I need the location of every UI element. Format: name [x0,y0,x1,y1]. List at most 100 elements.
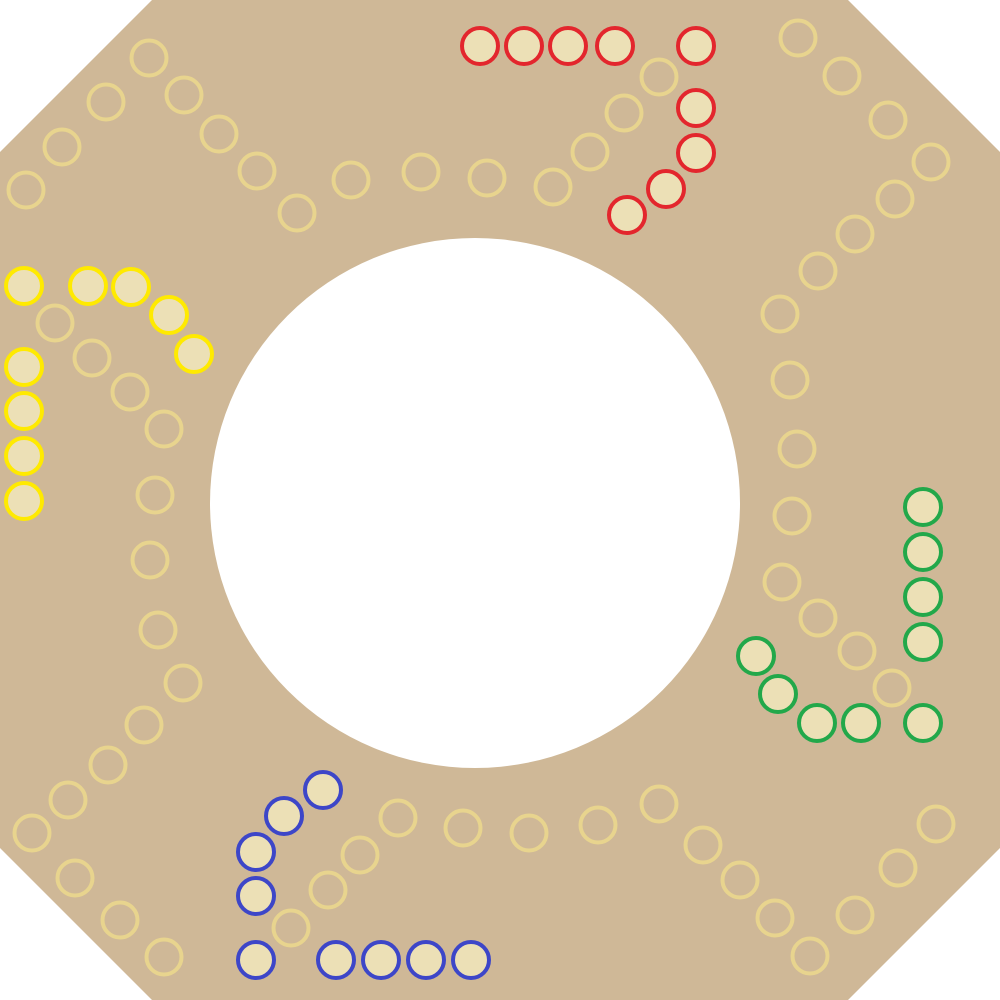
blue-home-hole[interactable] [361,940,401,980]
red-home-hole[interactable] [504,26,544,66]
track-hole[interactable] [86,82,126,122]
yellow-home-hole[interactable] [4,347,44,387]
track-hole[interactable] [42,127,82,167]
track-hole[interactable] [911,142,951,182]
red-home-hole[interactable] [595,26,635,66]
track-hole[interactable] [138,610,178,650]
blue-home-hole[interactable] [264,796,304,836]
track-hole[interactable] [164,75,204,115]
track-hole[interactable] [778,18,818,58]
green-home-hole[interactable] [903,622,943,662]
red-home-hole[interactable] [676,133,716,173]
track-hole[interactable] [129,38,169,78]
track-hole[interactable] [340,835,380,875]
yellow-home-hole[interactable] [4,481,44,521]
green-home-hole[interactable] [903,532,943,572]
track-hole[interactable] [755,898,795,938]
blue-home-hole[interactable] [303,770,343,810]
green-home-hole[interactable] [903,703,943,743]
track-hole[interactable] [868,100,908,140]
blue-home-hole[interactable] [236,832,276,872]
track-hole[interactable] [277,193,317,233]
track-hole[interactable] [639,57,679,97]
track-hole[interactable] [762,562,802,602]
yellow-home-hole[interactable] [68,266,108,306]
track-hole[interactable] [443,808,483,848]
track-hole[interactable] [772,496,812,536]
track-hole[interactable] [872,668,912,708]
blue-home-hole[interactable] [236,940,276,980]
track-hole[interactable] [72,338,112,378]
track-hole[interactable] [144,409,184,449]
yellow-home-hole[interactable] [174,334,214,374]
blue-home-hole[interactable] [316,940,356,980]
yellow-home-hole[interactable] [149,295,189,335]
track-hole[interactable] [683,825,723,865]
track-hole[interactable] [770,360,810,400]
green-home-hole[interactable] [758,674,798,714]
track-hole[interactable] [835,214,875,254]
track-hole[interactable] [720,860,760,900]
yellow-home-hole[interactable] [4,391,44,431]
track-hole[interactable] [124,705,164,745]
green-home-hole[interactable] [841,703,881,743]
track-hole[interactable] [875,179,915,219]
track-hole[interactable] [271,908,311,948]
track-hole[interactable] [798,598,838,638]
track-hole[interactable] [509,813,549,853]
track-hole[interactable] [578,805,618,845]
center-cutout [210,238,740,768]
track-hole[interactable] [199,114,239,154]
track-hole[interactable] [130,540,170,580]
track-hole[interactable] [835,895,875,935]
track-hole[interactable] [378,798,418,838]
red-home-hole[interactable] [548,26,588,66]
blue-home-hole[interactable] [236,876,276,916]
track-hole[interactable] [822,56,862,96]
track-hole[interactable] [308,870,348,910]
track-hole[interactable] [878,848,918,888]
track-hole[interactable] [237,151,277,191]
blue-home-hole[interactable] [406,940,446,980]
green-home-hole[interactable] [903,487,943,527]
track-hole[interactable] [6,170,46,210]
red-home-hole[interactable] [676,26,716,66]
blue-home-hole[interactable] [451,940,491,980]
track-hole[interactable] [12,813,52,853]
track-hole[interactable] [760,294,800,334]
yellow-home-hole[interactable] [4,436,44,476]
track-hole[interactable] [48,780,88,820]
track-hole[interactable] [790,936,830,976]
track-hole[interactable] [88,745,128,785]
track-hole[interactable] [163,663,203,703]
track-hole[interactable] [35,303,75,343]
red-home-hole[interactable] [676,88,716,128]
track-hole[interactable] [401,152,441,192]
track-hole[interactable] [837,631,877,671]
track-hole[interactable] [110,372,150,412]
track-hole[interactable] [467,158,507,198]
track-hole[interactable] [55,858,95,898]
track-hole[interactable] [331,160,371,200]
green-home-hole[interactable] [736,636,776,676]
yellow-home-hole[interactable] [111,267,151,307]
home-holes [4,26,943,980]
track-hole[interactable] [604,93,644,133]
track-hole[interactable] [639,784,679,824]
yellow-home-hole[interactable] [4,266,44,306]
green-home-hole[interactable] [797,703,837,743]
track-hole[interactable] [798,251,838,291]
red-home-hole[interactable] [607,195,647,235]
track-hole[interactable] [777,429,817,469]
track-hole[interactable] [570,132,610,172]
track-hole[interactable] [144,937,184,977]
track-hole[interactable] [533,167,573,207]
track-hole[interactable] [916,804,956,844]
green-home-hole[interactable] [903,577,943,617]
red-home-hole[interactable] [460,26,500,66]
red-home-hole[interactable] [646,169,686,209]
track-hole[interactable] [135,475,175,515]
track-hole[interactable] [100,900,140,940]
